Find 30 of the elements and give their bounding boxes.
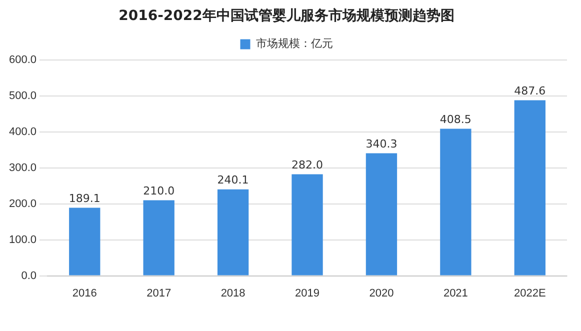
bar xyxy=(440,128,472,276)
x-tick-label: 2019 xyxy=(295,287,320,300)
chart-title: 2016-2022年中国试管婴儿服务市场规模预测趋势图 xyxy=(118,7,454,24)
bar xyxy=(143,200,174,276)
bar xyxy=(217,189,249,276)
text: 408.5 xyxy=(440,113,472,126)
x-tick-label: 2022E xyxy=(514,287,546,300)
bar xyxy=(366,153,398,276)
x-tick-label: 2018 xyxy=(220,287,246,300)
x-tick-label: 2020 xyxy=(369,287,394,300)
y-tick-label: 600.0 xyxy=(8,54,37,66)
x-tick-label: 2021 xyxy=(443,287,468,300)
bar xyxy=(69,208,100,276)
x-tick-label: 2017 xyxy=(146,287,172,300)
y-tick-label: 500.0 xyxy=(8,90,37,102)
y-tick-label: 400.0 xyxy=(8,126,37,138)
text: 189.1 xyxy=(68,192,100,206)
y-tick-label: 0.0 xyxy=(21,270,37,282)
text: 210.0 xyxy=(143,184,175,198)
text: 340.3 xyxy=(366,138,398,151)
y-tick-label: 300.0 xyxy=(8,162,37,174)
text: 282.0 xyxy=(292,158,324,172)
text: 487.6 xyxy=(514,84,546,98)
y-tick-label: 200.0 xyxy=(8,198,37,210)
x-tick-label: 2016 xyxy=(72,287,97,300)
legend-label: 市场规模：亿元 xyxy=(256,37,333,50)
text: 240.1 xyxy=(217,174,249,187)
bar xyxy=(292,174,323,276)
y-tick-label: 100.0 xyxy=(8,234,37,246)
bar xyxy=(514,100,546,276)
